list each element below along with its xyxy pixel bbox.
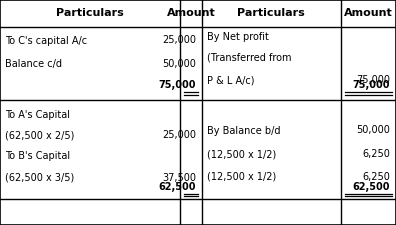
Text: 25,000: 25,000: [162, 36, 196, 45]
Text: To A's Capital: To A's Capital: [5, 110, 70, 120]
Text: To B's Capital: To B's Capital: [5, 151, 70, 161]
Text: 75,000: 75,000: [352, 81, 390, 90]
Text: Particulars: Particulars: [237, 8, 305, 18]
Text: 37,500: 37,500: [162, 173, 196, 183]
Text: 62,500: 62,500: [158, 182, 196, 192]
Text: By Balance b/d: By Balance b/d: [207, 126, 280, 135]
Text: To C's capital A/c: To C's capital A/c: [5, 36, 87, 45]
Text: Balance c/d: Balance c/d: [5, 59, 62, 69]
Text: 50,000: 50,000: [162, 59, 196, 69]
Text: (62,500 x 3/5): (62,500 x 3/5): [5, 173, 74, 183]
Text: 62,500: 62,500: [352, 182, 390, 192]
Text: 50,000: 50,000: [356, 126, 390, 135]
Text: Particulars: Particulars: [56, 8, 124, 18]
Text: By Net profit: By Net profit: [207, 32, 268, 42]
Text: 75,000: 75,000: [356, 75, 390, 85]
Text: 6,250: 6,250: [362, 172, 390, 182]
Text: (62,500 x 2/5): (62,500 x 2/5): [5, 130, 74, 140]
Text: (12,500 x 1/2): (12,500 x 1/2): [207, 149, 276, 159]
Text: 75,000: 75,000: [158, 81, 196, 90]
Text: (12,500 x 1/2): (12,500 x 1/2): [207, 172, 276, 182]
Text: 25,000: 25,000: [162, 130, 196, 140]
Text: P & L A/c): P & L A/c): [207, 75, 254, 85]
Text: (Transferred from: (Transferred from: [207, 52, 291, 62]
Text: Amount: Amount: [167, 8, 215, 18]
Text: Amount: Amount: [344, 8, 393, 18]
Text: 6,250: 6,250: [362, 149, 390, 159]
